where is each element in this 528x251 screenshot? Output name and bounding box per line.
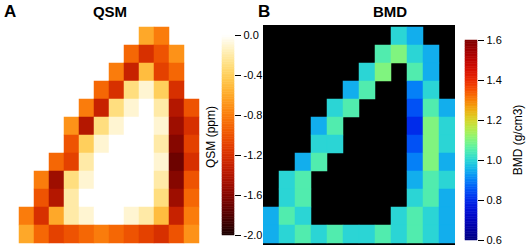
svg-text:0.6: 0.6 (487, 234, 502, 246)
svg-text:1.4: 1.4 (487, 74, 502, 86)
html-text:A: A (4, 2, 17, 21)
html-text:B: B (258, 2, 271, 21)
svg-text:-0.8: -0.8 (244, 109, 263, 121)
svg-text:0.8: 0.8 (487, 194, 502, 206)
svg-text:-0.4: -0.4 (244, 69, 263, 81)
html-text:BMD (g/cm3): BMD (g/cm3) (511, 104, 525, 176)
svg-text:-1.2: -1.2 (244, 149, 263, 161)
svg-text:0.0: 0.0 (244, 29, 259, 41)
svg-text:1.6: 1.6 (487, 34, 502, 46)
svg-text:1.2: 1.2 (487, 114, 502, 126)
html-text:QSM (ppm): QSM (ppm) (204, 106, 218, 168)
svg-text:-2.0: -2.0 (244, 229, 263, 241)
html-text:QSM: QSM (92, 3, 128, 20)
svg-text:1.0: 1.0 (487, 154, 502, 166)
html-text:BMD: BMD (372, 3, 408, 20)
svg-text:-1.6: -1.6 (244, 189, 263, 201)
